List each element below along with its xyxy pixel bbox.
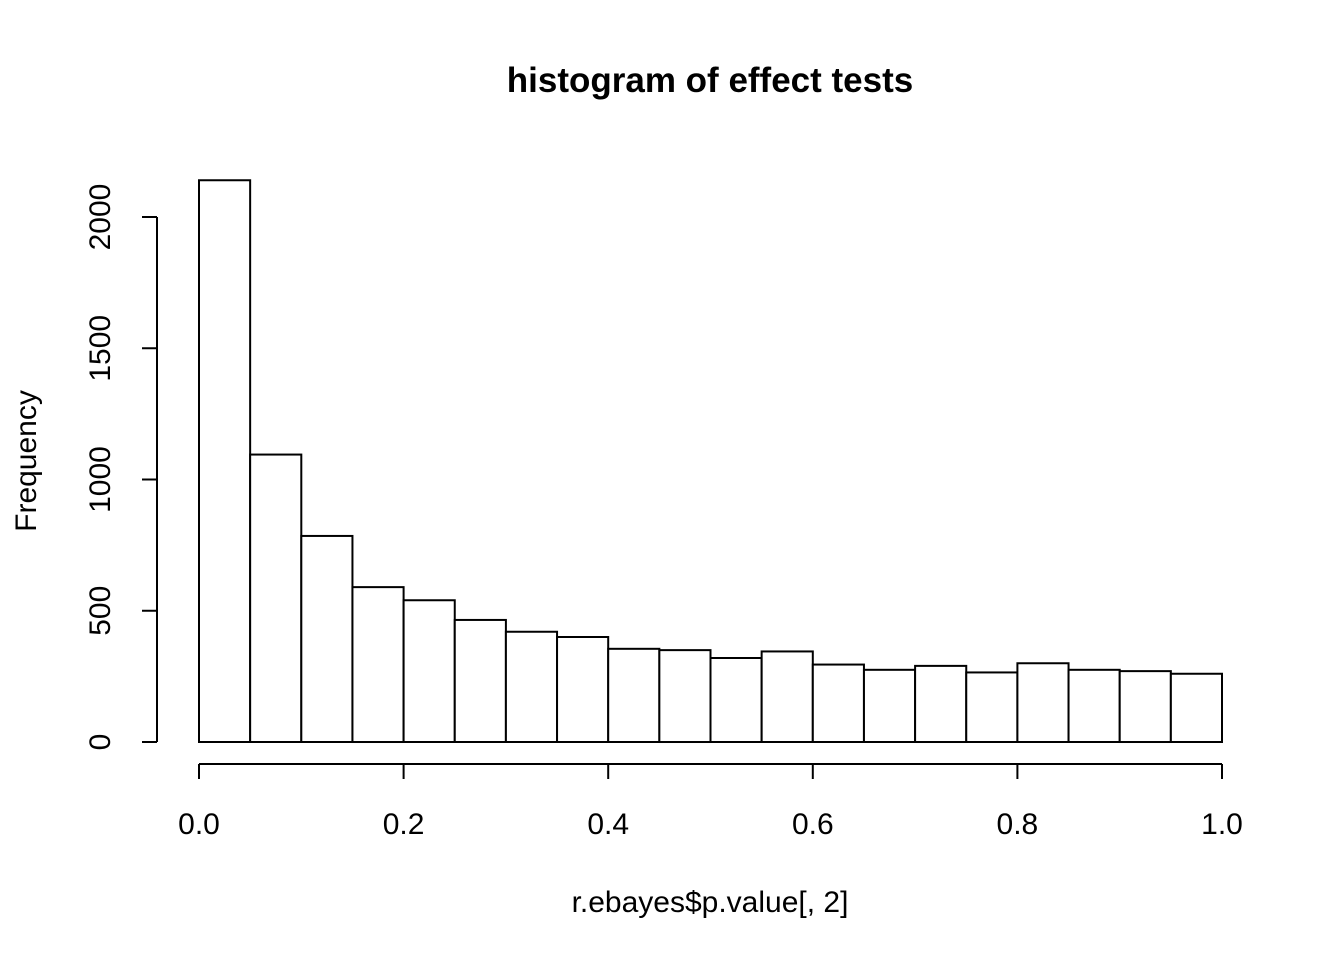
histogram-bar-4 <box>351 586 405 744</box>
x-axis-title: r.ebayes$p.value[, 2] <box>572 886 849 919</box>
x-tick-label-1: 0.0 <box>178 808 220 841</box>
histogram-bar-16 <box>965 671 1019 743</box>
y-tick-label-2: 500 <box>84 586 117 636</box>
histogram-bar-13 <box>811 663 865 743</box>
histogram-bars <box>198 179 1223 744</box>
histogram-bar-8 <box>556 636 610 743</box>
chart-title: histogram of effect tests <box>507 61 913 100</box>
histogram-bar-14 <box>862 668 917 743</box>
x-tick-label-2: 0.2 <box>383 808 425 841</box>
histogram-bar-17 <box>1016 662 1070 743</box>
histogram-bar-7 <box>504 630 559 743</box>
x-axis: 0.0 0.2 0.4 0.6 0.8 1.0 <box>178 763 1243 841</box>
histogram-bar-12 <box>760 650 814 743</box>
histogram-bar-1 <box>198 179 252 743</box>
x-tick-label-3: 0.4 <box>587 808 629 841</box>
histogram-bar-5 <box>402 599 456 743</box>
y-tick-label-3: 1000 <box>84 446 117 513</box>
y-tick-label-1: 0 <box>84 734 117 751</box>
x-tick-label-6: 1.0 <box>1201 808 1243 841</box>
histogram-bar-15 <box>914 664 968 744</box>
histogram-bar-19 <box>1118 670 1172 744</box>
histogram-bar-2 <box>249 453 303 743</box>
y-axis: 0 500 1000 1500 2000 <box>84 184 158 751</box>
y-tick-label-4: 1500 <box>84 315 117 382</box>
histogram-bar-10 <box>658 649 712 744</box>
histogram-bar-18 <box>1067 668 1121 743</box>
histogram-bar-3 <box>300 534 354 743</box>
x-tick-label-4: 0.6 <box>792 808 834 841</box>
y-tick-label-5: 2000 <box>84 184 117 251</box>
histogram-bar-9 <box>607 647 661 743</box>
histogram-bar-20 <box>1169 672 1223 743</box>
x-tick-label-5: 0.8 <box>997 808 1039 841</box>
histogram-bar-11 <box>709 657 763 743</box>
y-axis-title: Frequency <box>10 390 43 532</box>
histogram-bar-6 <box>453 618 507 743</box>
